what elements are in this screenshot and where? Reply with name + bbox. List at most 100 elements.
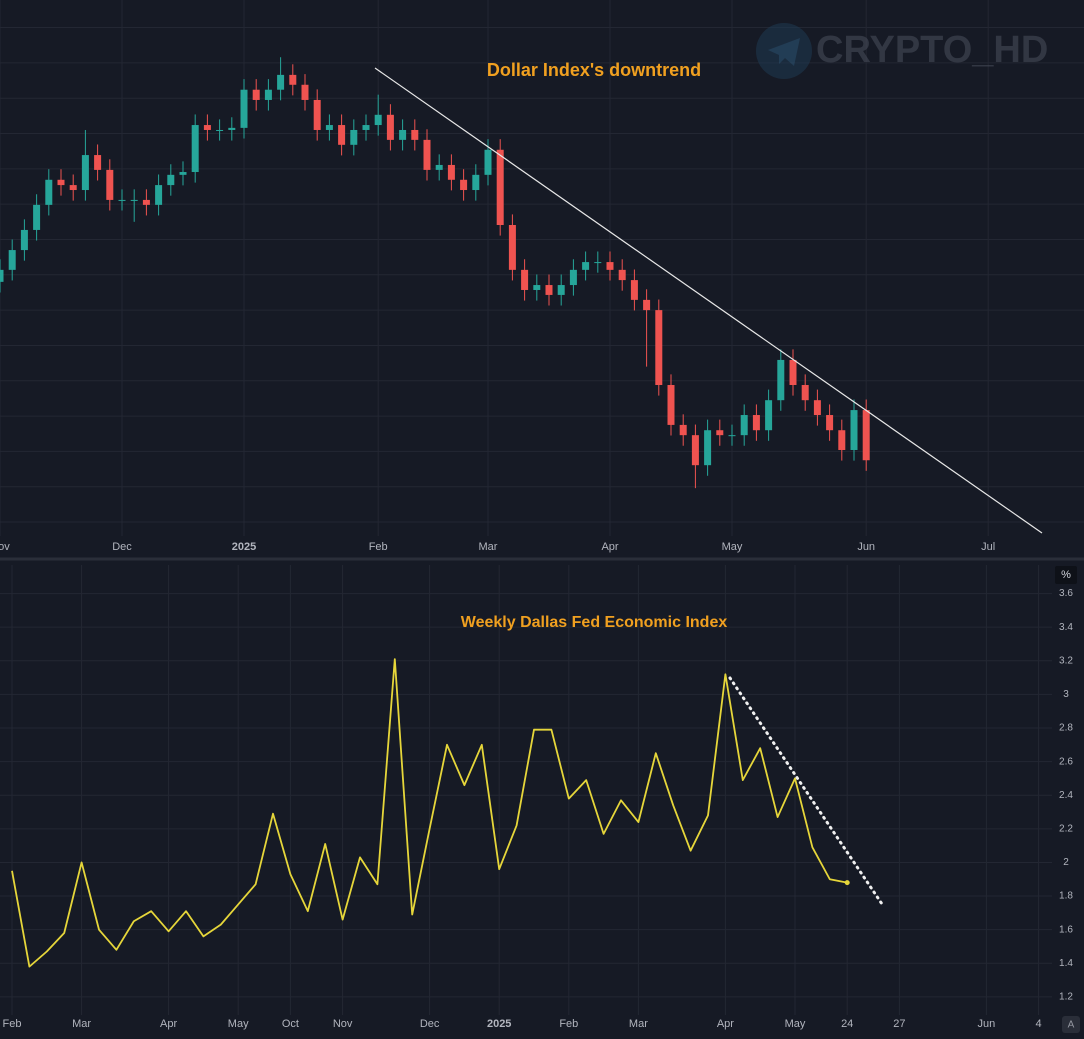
candle-body <box>203 125 211 130</box>
candle-body <box>472 174 480 191</box>
x-tick-label: 24 <box>841 1018 853 1030</box>
candle-body <box>643 299 651 311</box>
candle-body <box>545 285 553 295</box>
y-tick-label: 2.4 <box>1059 790 1073 801</box>
candle-body <box>399 129 407 140</box>
x-tick-label: May <box>228 1018 249 1030</box>
y-tick-label: 3.6 <box>1059 588 1073 599</box>
candle-body <box>655 310 663 386</box>
x-tick-label: 4 <box>1036 1018 1042 1030</box>
y-tick-label: 2.8 <box>1059 723 1073 734</box>
candle-body <box>81 155 89 191</box>
candle-body <box>691 435 699 466</box>
x-tick-label: Nov <box>0 541 10 553</box>
unit-box <box>1055 566 1077 584</box>
candle-body <box>118 199 126 201</box>
y-tick-label: 3 <box>1063 689 1069 700</box>
candle-body <box>313 99 321 130</box>
trend-line-dotted <box>728 676 886 909</box>
x-tick-label: 2025 <box>487 1018 511 1030</box>
watermark: CRYPTO_HD <box>756 23 1048 79</box>
x-tick-label: Dec <box>420 1018 440 1030</box>
x-tick-label: Dec <box>112 541 132 553</box>
candle-body <box>277 74 285 90</box>
x-tick-label: Nov <box>333 1018 353 1030</box>
candle-body <box>374 114 382 126</box>
candle-body <box>252 89 260 100</box>
auto-scale-label[interactable]: A <box>1068 1020 1075 1031</box>
y-tick-label: 3.4 <box>1059 622 1073 633</box>
x-tick-label: Mar <box>479 541 498 553</box>
y-tick-label: 3.2 <box>1059 655 1073 666</box>
candle-body <box>435 164 443 170</box>
candle-body <box>850 410 858 450</box>
candle-body <box>765 400 773 431</box>
candle-body <box>57 179 65 186</box>
candle-body <box>191 125 199 173</box>
candle-body <box>106 169 114 200</box>
x-tick-label: Jun <box>978 1018 996 1030</box>
candle-body <box>594 262 602 264</box>
candle-body <box>240 89 248 128</box>
candle-body <box>167 174 175 186</box>
candle-body <box>704 430 712 466</box>
candle-body <box>801 385 809 401</box>
x-tick-label: May <box>785 1018 806 1030</box>
y-axis-unit: % <box>1061 569 1071 581</box>
data-line <box>11 658 848 968</box>
x-tick-label: Apr <box>601 541 618 553</box>
y-tick-label: 1.8 <box>1059 891 1073 902</box>
x-tick-label: May <box>722 541 743 553</box>
candle-body <box>862 410 870 461</box>
candle-body <box>728 435 736 437</box>
x-tick-label: Apr <box>160 1018 177 1030</box>
chart-title: Weekly Dallas Fed Economic Index <box>461 614 728 631</box>
candle-body <box>740 415 748 436</box>
candle-body <box>667 385 675 425</box>
candle-body <box>325 125 333 130</box>
x-tick-label: Mar <box>629 1018 648 1030</box>
candle-body <box>362 125 370 130</box>
candle-body <box>582 262 590 270</box>
candle-body <box>33 204 41 230</box>
bottom-panel: 1.2 1.4 1.6 1.8 2 2.2 2.4 2.6 2.8 3 3.2 3.4 3.6 Feb Ma… <box>0 565 1073 1030</box>
candle-body <box>508 224 516 270</box>
candle-body <box>460 179 468 191</box>
candle-body <box>45 179 53 205</box>
candle-body <box>264 89 272 100</box>
candle-body <box>557 285 565 295</box>
candle-body <box>716 430 724 436</box>
candle-body <box>69 185 77 191</box>
chart-title: Dollar Index's downtrend <box>487 60 701 80</box>
candle-body <box>606 262 614 270</box>
candle-body <box>94 155 102 170</box>
candle-body <box>289 74 297 85</box>
candle-body <box>679 424 687 436</box>
candle-body <box>484 149 492 175</box>
x-tick-label: Oct <box>282 1018 299 1030</box>
candle-body <box>350 129 358 145</box>
candle-body <box>142 199 150 205</box>
candle-body <box>0 269 4 282</box>
last-point-dot <box>844 880 850 886</box>
candle-body <box>521 269 529 290</box>
candle-body <box>20 229 28 251</box>
candle-body <box>777 359 785 401</box>
x-tick-label: 27 <box>893 1018 905 1030</box>
candle-body <box>338 125 346 145</box>
candle-body <box>155 185 163 205</box>
y-tick-label: 1.6 <box>1059 924 1073 935</box>
x-tick-label: Mar <box>72 1018 91 1030</box>
candle-body <box>386 114 394 140</box>
y-tick-label: 1.4 <box>1059 958 1073 969</box>
y-tick-label: 2.2 <box>1059 823 1073 834</box>
watermark-text: CRYPTO_HD <box>816 29 1048 71</box>
auto-scale-button[interactable] <box>1062 1016 1080 1033</box>
x-tick-label: 2025 <box>232 541 256 553</box>
candle-body <box>228 127 236 130</box>
candle-body <box>838 430 846 450</box>
candle-body <box>618 269 626 281</box>
